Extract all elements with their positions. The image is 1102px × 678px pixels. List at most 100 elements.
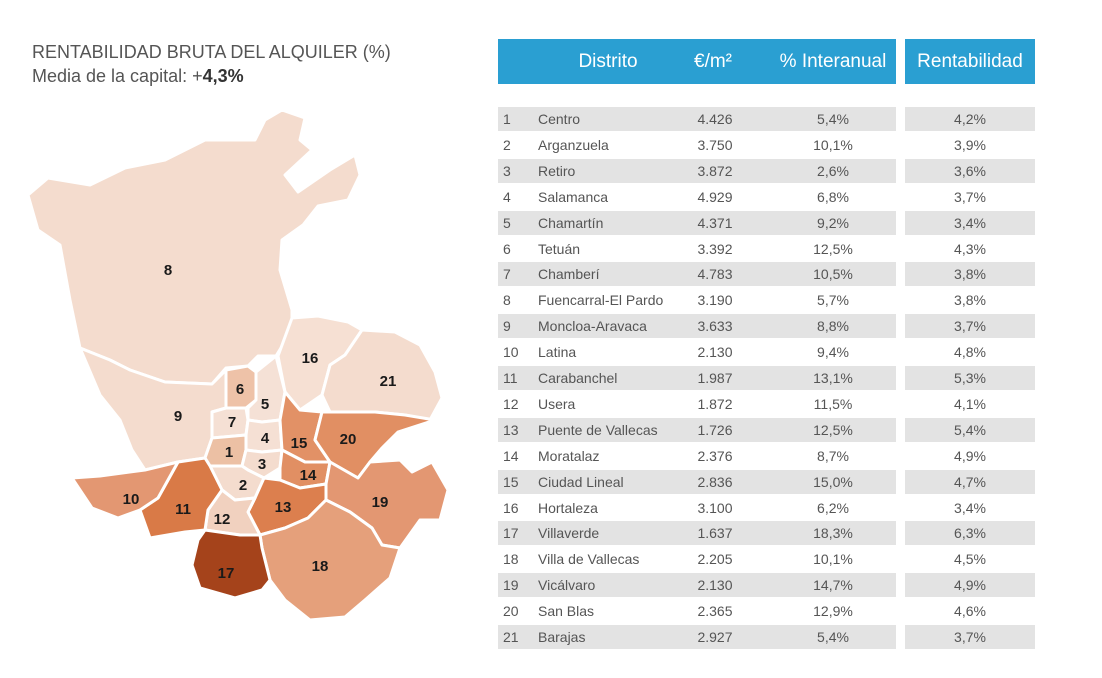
map-label-district-11: 11 <box>175 501 191 518</box>
table-row: 7 Chamberí 4.783 10,5% 3,8% <box>0 262 1102 287</box>
row-yield: 5,4% <box>954 421 986 438</box>
map-label-district-8: 8 <box>164 262 172 279</box>
row-band-yield <box>905 107 1035 131</box>
row-yoy: 12,5% <box>813 240 853 257</box>
row-yoy: 5,7% <box>817 292 849 309</box>
map-label-district-13: 13 <box>275 499 292 516</box>
row-number: 17 <box>503 525 519 542</box>
row-band-yield <box>905 288 1035 313</box>
row-band <box>498 210 896 235</box>
row-yoy: 12,5% <box>813 421 853 438</box>
row-district-name: Salamanca <box>538 188 609 205</box>
map-label-district-21: 21 <box>380 373 397 390</box>
row-price: 1.726 <box>697 421 733 438</box>
row-yield: 4,8% <box>954 344 986 361</box>
row-district-name: Centro <box>538 111 581 127</box>
row-band-yield <box>905 417 1035 442</box>
row-band <box>498 314 896 339</box>
row-district-name: Barajas <box>538 629 586 645</box>
row-price: 2.130 <box>697 577 733 594</box>
row-district-name: San Blas <box>538 603 595 620</box>
row-price: 3.392 <box>697 240 733 257</box>
table-row: 11 Carabanchel 1.987 13,1% 5,3% <box>0 366 1102 390</box>
table-row: 4 Salamanca 4.929 6,8% 3,7% <box>0 184 1102 209</box>
table-row: 21 Barajas 2.927 5,4% 3,7% <box>0 625 1102 649</box>
table-row: 18 Villa de Vallecas 2.205 10,1% 4,5% <box>0 547 1102 572</box>
row-district-name: Usera <box>538 395 576 412</box>
row-number: 19 <box>503 577 519 594</box>
row-yield: 4,9% <box>954 447 986 464</box>
table-row: 5 Chamartín 4.371 9,2% 3,4% <box>0 210 1102 235</box>
row-number: 12 <box>503 395 519 412</box>
row-yoy: 14,7% <box>813 577 853 594</box>
row-band-yield <box>905 599 1035 624</box>
row-yield: 3,4% <box>954 214 986 231</box>
district-18 <box>258 498 402 622</box>
row-yield: 4,9% <box>954 577 986 594</box>
row-yoy: 5,4% <box>817 111 849 127</box>
row-band-yield <box>905 366 1035 390</box>
row-price: 1.872 <box>697 395 733 412</box>
row-number: 1 <box>503 111 511 127</box>
row-number: 10 <box>503 344 519 361</box>
table-row: 6 Tetuán 3.392 12,5% 4,3% <box>0 236 1102 261</box>
row-yield: 4,6% <box>954 603 986 620</box>
row-yoy: 9,4% <box>817 344 849 361</box>
row-number: 4 <box>503 188 511 205</box>
header-yield: Rentabilidad <box>917 50 1023 72</box>
row-district-name: Villaverde <box>538 525 600 542</box>
table-row: 13 Puente de Vallecas 1.726 12,5% 5,4% <box>0 417 1102 442</box>
row-yoy: 9,2% <box>817 214 849 231</box>
row-yield: 3,6% <box>954 162 986 179</box>
row-price: 2.927 <box>697 629 733 645</box>
row-district-name: Vicálvaro <box>538 577 596 594</box>
row-band <box>498 288 896 313</box>
row-district-name: Carabanchel <box>538 370 618 386</box>
row-band <box>498 184 896 209</box>
table-row: 2 Arganzuela 3.750 10,1% 3,9% <box>0 132 1102 157</box>
row-yield: 3,9% <box>954 136 986 153</box>
row-price: 2.376 <box>697 447 733 464</box>
district-20 <box>313 410 437 480</box>
map-label-district-3: 3 <box>258 456 266 473</box>
row-yoy: 8,8% <box>817 318 849 335</box>
chart-title: RENTABILIDAD BRUTA DEL ALQUILER (%) Medi… <box>32 40 391 88</box>
map-label-district-18: 18 <box>312 558 329 575</box>
row-yield: 3,7% <box>954 188 986 205</box>
row-price: 1.987 <box>697 370 733 386</box>
row-band <box>498 599 896 624</box>
row-yoy: 10,5% <box>813 266 853 283</box>
row-district-name: Tetuán <box>538 240 581 257</box>
table-header-yield: Rentabilidad <box>905 39 1035 84</box>
row-band-yield <box>905 158 1035 183</box>
table-row: 19 Vicálvaro 2.130 14,7% 4,9% <box>0 573 1102 598</box>
title-line-2: Media de la capital: +4,3% <box>32 64 391 88</box>
row-band <box>498 236 896 261</box>
row-number: 2 <box>503 136 511 153</box>
row-yoy: 13,1% <box>813 370 853 386</box>
map-label-district-9: 9 <box>174 408 182 425</box>
row-number: 9 <box>503 318 511 335</box>
row-yield: 4,2% <box>954 111 986 127</box>
table-row: 12 Usera 1.872 11,5% 4,1% <box>0 391 1102 416</box>
table-row: 17 Villaverde 1.637 18,3% 6,3% <box>0 521 1102 546</box>
row-yoy: 8,7% <box>817 447 849 464</box>
row-price: 2.836 <box>697 473 733 490</box>
header-yoy: % Interanual <box>779 50 887 72</box>
row-yoy: 12,9% <box>813 603 853 620</box>
row-band-yield <box>905 521 1035 546</box>
row-district-name: Retiro <box>538 162 576 179</box>
map-label-district-17: 17 <box>218 565 235 582</box>
map-label-district-5: 5 <box>261 396 269 413</box>
row-yield: 4,5% <box>954 551 986 568</box>
row-price: 2.365 <box>697 603 733 620</box>
row-price: 3.872 <box>697 162 733 179</box>
row-band <box>498 417 896 442</box>
row-band-yield <box>905 495 1035 520</box>
title-average-prefix: Media de la capital: + <box>32 66 203 86</box>
table-row: 14 Moratalaz 2.376 8,7% 4,9% <box>0 443 1102 468</box>
row-yoy: 5,4% <box>817 629 849 645</box>
table-row: 15 Ciudad Lineal 2.836 15,0% 4,7% <box>0 469 1102 494</box>
row-yoy: 10,1% <box>813 551 853 568</box>
row-price: 4.783 <box>697 266 733 283</box>
